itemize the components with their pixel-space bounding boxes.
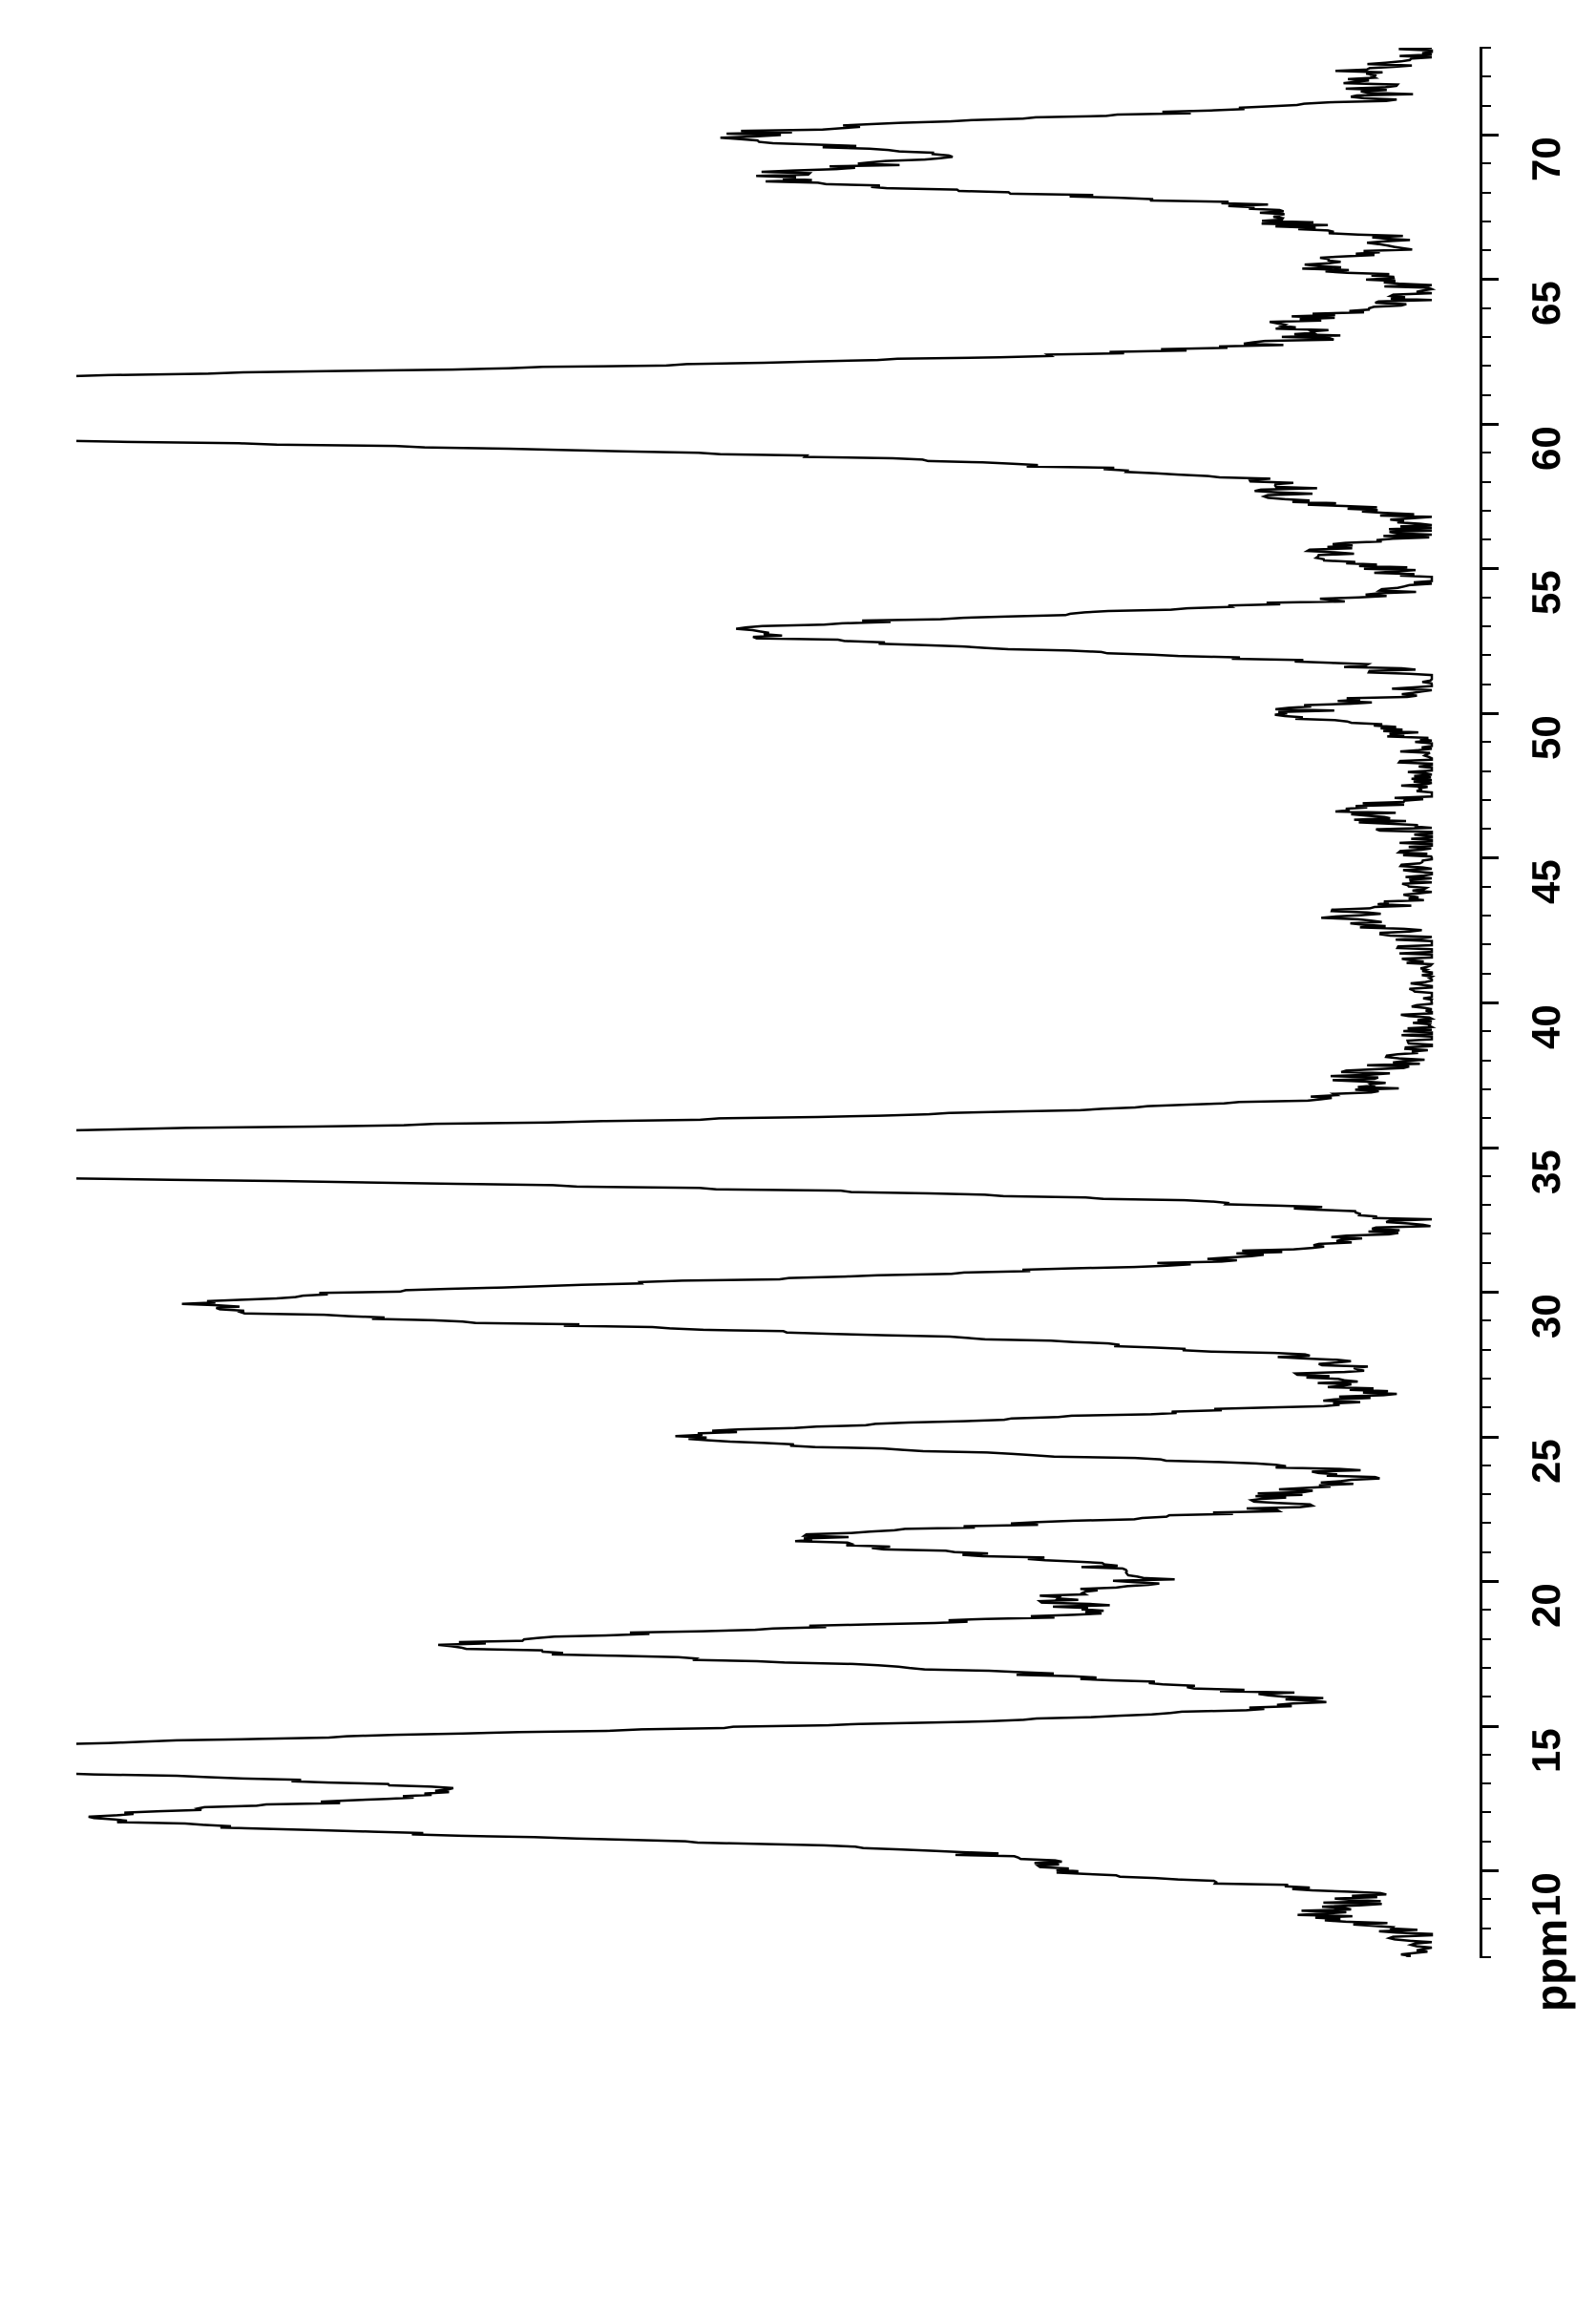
nmr-spectrum-chart: 10152025303540455055606570 ppm 图 3 bbox=[76, 48, 1508, 2053]
tick-label: 10 bbox=[1523, 1872, 1569, 1917]
tick-major bbox=[1480, 278, 1499, 281]
tick-minor bbox=[1480, 394, 1491, 396]
tick-minor bbox=[1480, 684, 1491, 685]
tick-major bbox=[1480, 567, 1499, 570]
tick-major bbox=[1480, 134, 1499, 137]
tick-minor bbox=[1480, 1754, 1491, 1756]
plot-area: 10152025303540455055606570 bbox=[76, 48, 1508, 1957]
tick-minor bbox=[1480, 1811, 1491, 1813]
tick-minor bbox=[1480, 1493, 1491, 1495]
tick-major bbox=[1480, 1147, 1499, 1149]
tick-minor bbox=[1480, 915, 1491, 917]
tick-minor bbox=[1480, 973, 1491, 975]
tick-minor bbox=[1480, 943, 1491, 945]
tick-label: 20 bbox=[1523, 1583, 1569, 1628]
tick-minor bbox=[1480, 162, 1491, 164]
tick-minor bbox=[1480, 654, 1491, 656]
tick-major bbox=[1480, 1725, 1499, 1728]
tick-minor bbox=[1480, 1898, 1491, 1900]
tick-minor bbox=[1480, 1465, 1491, 1466]
spectrum-line bbox=[76, 48, 1508, 1957]
tick-minor bbox=[1480, 221, 1491, 222]
tick-minor bbox=[1480, 336, 1491, 338]
tick-minor bbox=[1480, 1406, 1491, 1408]
tick-major bbox=[1480, 1580, 1499, 1583]
tick-minor bbox=[1480, 1204, 1491, 1206]
tick-label: 55 bbox=[1523, 571, 1569, 616]
tick-minor bbox=[1480, 1117, 1491, 1119]
tick-minor bbox=[1480, 625, 1491, 627]
tick-minor bbox=[1480, 1175, 1491, 1177]
tick-minor bbox=[1480, 886, 1491, 888]
tick-minor bbox=[1480, 1060, 1491, 1062]
tick-label: 35 bbox=[1523, 1149, 1569, 1194]
tick-minor bbox=[1480, 799, 1491, 801]
tick-minor bbox=[1480, 105, 1491, 107]
tick-minor bbox=[1480, 1088, 1491, 1090]
tick-minor bbox=[1480, 741, 1491, 743]
tick-minor bbox=[1480, 47, 1491, 49]
tick-minor bbox=[1480, 1522, 1491, 1524]
tick-minor bbox=[1480, 770, 1491, 772]
tick-major bbox=[1480, 423, 1499, 426]
tick-minor bbox=[1480, 1551, 1491, 1553]
tick-minor bbox=[1480, 510, 1491, 512]
tick-minor bbox=[1480, 538, 1491, 540]
tick-minor bbox=[1480, 481, 1491, 483]
tick-minor bbox=[1480, 1667, 1491, 1669]
tick-minor bbox=[1480, 1233, 1491, 1234]
axis-unit-label: ppm bbox=[1525, 1919, 1577, 2012]
tick-minor bbox=[1480, 452, 1491, 453]
tick-minor bbox=[1480, 75, 1491, 77]
tick-label: 50 bbox=[1523, 715, 1569, 760]
tick-label: 30 bbox=[1523, 1294, 1569, 1339]
spectrum-trace bbox=[76, 48, 1432, 1957]
tick-minor bbox=[1480, 1349, 1491, 1351]
figure-caption: 图 3 bbox=[1587, 979, 1596, 1028]
tick-label: 40 bbox=[1523, 1004, 1569, 1049]
tick-label: 45 bbox=[1523, 860, 1569, 905]
tick-minor bbox=[1480, 1030, 1491, 1032]
tick-minor bbox=[1480, 1696, 1491, 1697]
tick-minor bbox=[1480, 1782, 1491, 1784]
tick-minor bbox=[1480, 1928, 1491, 1929]
tick-minor bbox=[1480, 365, 1491, 367]
tick-minor bbox=[1480, 1609, 1491, 1611]
tick-minor bbox=[1480, 1319, 1491, 1321]
tick-minor bbox=[1480, 249, 1491, 251]
tick-major bbox=[1480, 856, 1499, 859]
tick-label: 60 bbox=[1523, 426, 1569, 471]
tick-major bbox=[1480, 1436, 1499, 1439]
tick-major bbox=[1480, 712, 1499, 715]
tick-major bbox=[1480, 1869, 1499, 1872]
tick-minor bbox=[1480, 1841, 1491, 1843]
tick-minor bbox=[1480, 192, 1491, 194]
tick-major bbox=[1480, 1291, 1499, 1294]
tick-minor bbox=[1480, 1262, 1491, 1264]
tick-label: 15 bbox=[1523, 1728, 1569, 1773]
tick-label: 25 bbox=[1523, 1439, 1569, 1484]
tick-label: 70 bbox=[1523, 137, 1569, 181]
tick-label: 65 bbox=[1523, 282, 1569, 327]
tick-minor bbox=[1480, 307, 1491, 309]
tick-minor bbox=[1480, 597, 1491, 599]
tick-major bbox=[1480, 1001, 1499, 1004]
tick-minor bbox=[1480, 828, 1491, 830]
tick-minor bbox=[1480, 1378, 1491, 1380]
tick-minor bbox=[1480, 1956, 1491, 1958]
tick-minor bbox=[1480, 1638, 1491, 1640]
